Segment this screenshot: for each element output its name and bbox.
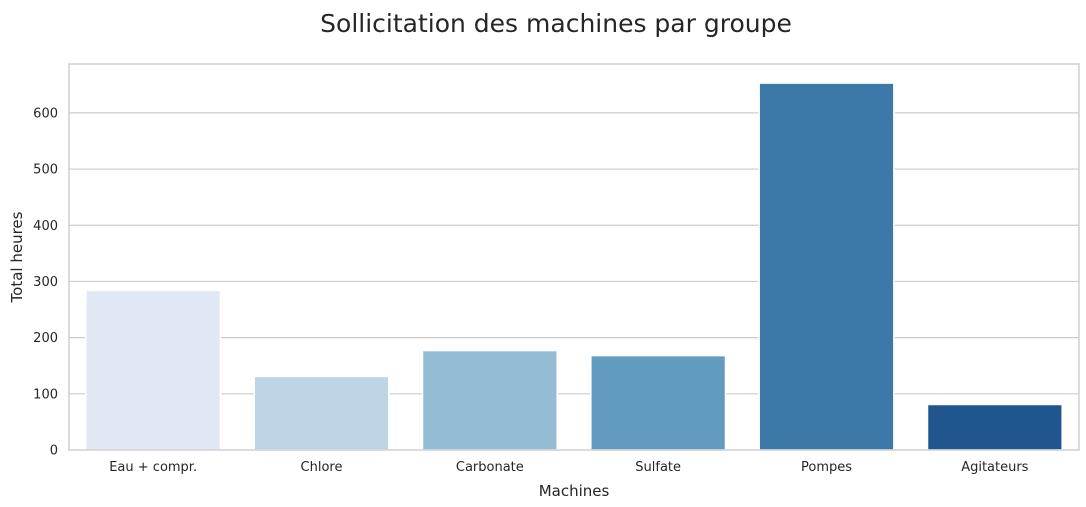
plot-frame [68,63,1080,451]
y-tick-label: 300 [33,275,58,290]
x-tick-label: Eau + compr. [109,460,197,475]
y-tick-label: 600 [33,106,58,121]
y-tick-label: 100 [33,387,58,402]
y-tick-label: 500 [33,163,58,178]
x-tick-label: Agitateurs [961,460,1028,475]
bar [926,403,1063,451]
y-axis-label: Total heures [8,211,26,303]
bar [758,82,895,451]
bar [421,349,558,451]
y-tick-label: 400 [33,219,58,234]
gridlines [69,112,1079,395]
bars [85,82,1063,451]
bar [253,375,390,451]
x-tick-labels: Eau + compr. Chlore Carbonate Sulfate Pompes… [109,460,1028,475]
x-tick-label: Pompes [801,460,852,475]
y-tick-label: 200 [33,331,58,346]
x-axis-label: Machines [539,482,610,500]
x-tick-label: Sulfate [635,460,681,475]
x-tick-label: Chlore [301,460,343,475]
y-tick-label: 0 [50,444,58,459]
bar [85,289,222,451]
x-tick-label: Carbonate [456,460,524,475]
bar [590,354,727,451]
chart-title: Sollicitation des machines par groupe [320,9,792,38]
y-tick-labels: 0 100 200 300 400 500 600 [33,106,58,458]
